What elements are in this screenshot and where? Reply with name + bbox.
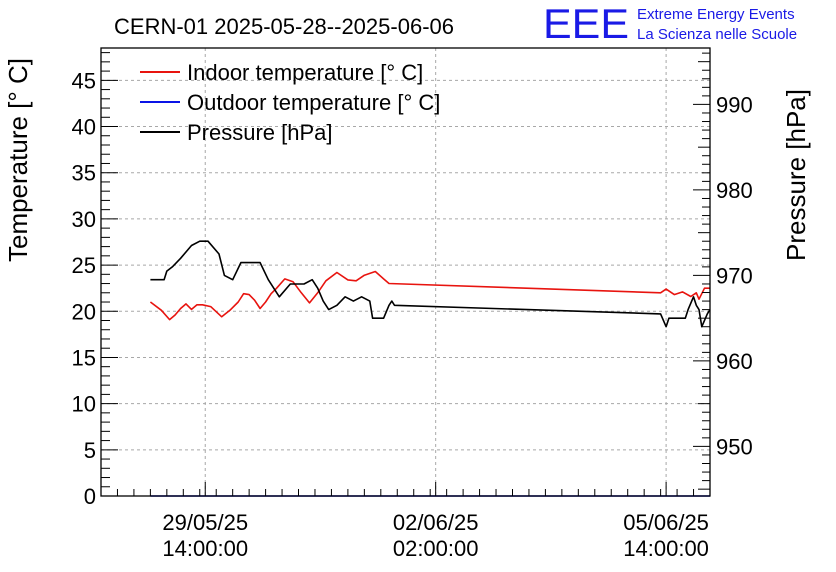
axes: 0 5 10 15 20 25 30 35 40 45 950 960 970 980 990 29/05/2… — [72, 52, 753, 561]
y-tick-label-left: 30 — [72, 207, 96, 232]
y-tick-label-left: 45 — [72, 68, 96, 93]
legend-label-outdoor: Outdoor temperature [° C] — [187, 90, 440, 115]
legend-label-indoor: Indoor temperature [° C] — [187, 60, 423, 85]
plot-frame — [100, 47, 711, 497]
series-line-pressure — [150, 240, 711, 328]
y-tick-label-right: 950 — [716, 434, 753, 459]
grid — [101, 48, 710, 496]
y-tick-label-left: 35 — [72, 161, 96, 186]
legend-label-pressure: Pressure [hPa] — [187, 120, 333, 145]
y-tick-label-left: 15 — [72, 345, 96, 370]
x-tick-label-date: 29/05/25 — [162, 510, 248, 535]
y-tick-label-left: 40 — [72, 115, 96, 140]
eee-logo: EEE Extreme Energy Events La Scienza nel… — [543, 0, 797, 47]
y-tick-label-right: 970 — [716, 263, 753, 288]
legend: Indoor temperature [° C] Outdoor tempera… — [140, 60, 440, 145]
y-tick-label-left: 25 — [72, 253, 96, 278]
y-tick-label-right: 960 — [716, 349, 753, 374]
y-axis-label-right: Pressure [hPa] — [781, 89, 811, 261]
x-tick-label-date: 05/06/25 — [623, 510, 709, 535]
x-tick-label-time: 14:00:00 — [162, 536, 248, 561]
chart-title: CERN-01 2025-05-28--2025-06-06 — [114, 14, 454, 39]
x-tick-label-time: 14:00:00 — [623, 536, 709, 561]
y-tick-label-right: 990 — [716, 92, 753, 117]
x-tick-label-time: 02:00:00 — [393, 536, 479, 561]
eee-logo-line2: La Scienza nelle Scuole — [637, 26, 797, 43]
x-tick-label-date: 02/06/25 — [393, 510, 479, 535]
y-tick-label-left: 20 — [72, 299, 96, 324]
y-tick-label-left: 5 — [84, 438, 96, 463]
y-tick-label-right: 980 — [716, 178, 753, 203]
y-tick-label-left: 10 — [72, 392, 96, 417]
eee-logo-mark: EEE — [543, 0, 629, 47]
series-line-indoor-temperature — [149, 270, 710, 321]
y-tick-label-left: 0 — [84, 484, 96, 509]
eee-logo-line1: Extreme Energy Events — [637, 6, 795, 23]
y-axis-label-left: Temperature [° C] — [3, 58, 33, 262]
